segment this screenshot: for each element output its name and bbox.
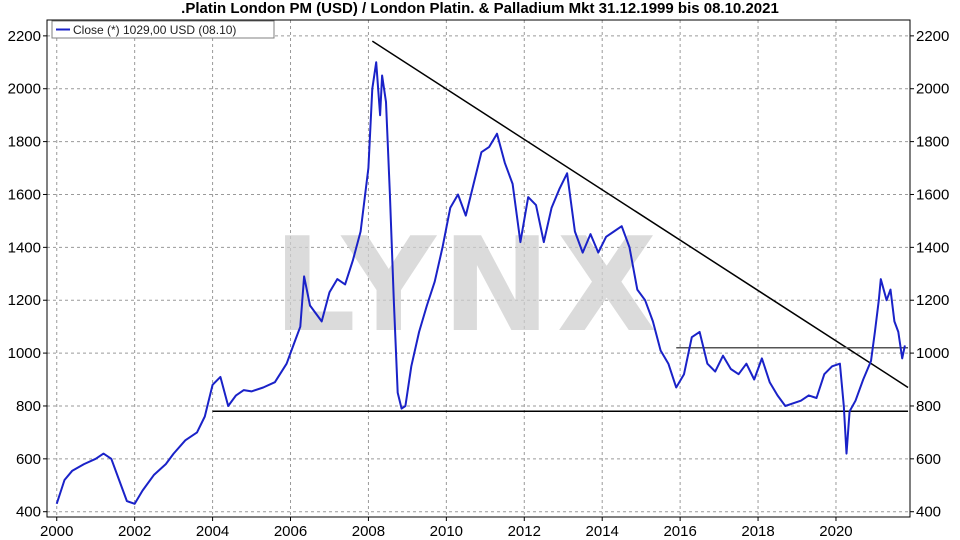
y-tick-label: 1200 <box>8 292 41 309</box>
chart-title: .Platin London PM (USD) / London Platin.… <box>181 0 779 17</box>
y-tick-label: 400 <box>16 504 41 521</box>
x-tick-label: 2006 <box>274 523 307 540</box>
legend: Close (*) 1029,00 USD (08.10) <box>51 20 275 39</box>
legend-label: Close (*) 1029,00 USD (08.10) <box>73 23 236 37</box>
x-tick-label: 2004 <box>196 523 229 540</box>
series-layer <box>55 61 906 505</box>
y-axis-right: 400 600 800 1000 1200 1400 1600 1800 2000 2200 <box>910 28 949 521</box>
grid <box>47 20 910 517</box>
x-tick-label: 2018 <box>741 523 774 540</box>
x-tick-label: 2014 <box>586 523 619 540</box>
y-tick-label-right: 2000 <box>916 81 949 98</box>
x-tick-label: 2020 <box>819 523 852 540</box>
y-tick-label: 1400 <box>8 239 41 256</box>
x-axis: 2000 2002 2004 2006 2008 2010 2012 2014 2016 2018… <box>40 517 853 540</box>
y-tick-label-right: 600 <box>916 451 941 468</box>
series-line <box>55 61 906 505</box>
x-tick-label: 2000 <box>40 523 73 540</box>
y-tick-label-right: 1400 <box>916 239 949 256</box>
trend-line <box>371 40 909 389</box>
x-tick-label: 2010 <box>430 523 463 540</box>
y-tick-label-right: 400 <box>916 504 941 521</box>
y-tick-label-right: 800 <box>916 398 941 415</box>
y-tick-label: 600 <box>16 451 41 468</box>
y-tick-label: 1000 <box>8 345 41 362</box>
y-axis-left: 400 600 800 1000 1200 1400 1600 1800 2000 2200 <box>8 28 47 521</box>
x-tick-label: 2008 <box>352 523 385 540</box>
y-tick-label-right: 1200 <box>916 292 949 309</box>
watermark-lynx: LYNX <box>273 209 663 361</box>
x-tick-label: 2012 <box>508 523 541 540</box>
y-tick-label: 2200 <box>8 28 41 45</box>
y-tick-label-right: 2200 <box>916 28 949 45</box>
y-tick-label-right: 1800 <box>916 134 949 151</box>
y-tick-label: 1800 <box>8 134 41 151</box>
y-tick-label: 800 <box>16 398 41 415</box>
plot-frame <box>46 19 911 518</box>
x-tick-label: 2016 <box>663 523 696 540</box>
trend-lines <box>212 40 909 413</box>
y-tick-label: 2000 <box>8 81 41 98</box>
y-tick-label-right: 1600 <box>916 186 949 203</box>
y-tick-label-right: 1000 <box>916 345 949 362</box>
x-tick-label: 2002 <box>118 523 151 540</box>
legend-box <box>51 20 275 39</box>
y-tick-label: 1600 <box>8 186 41 203</box>
